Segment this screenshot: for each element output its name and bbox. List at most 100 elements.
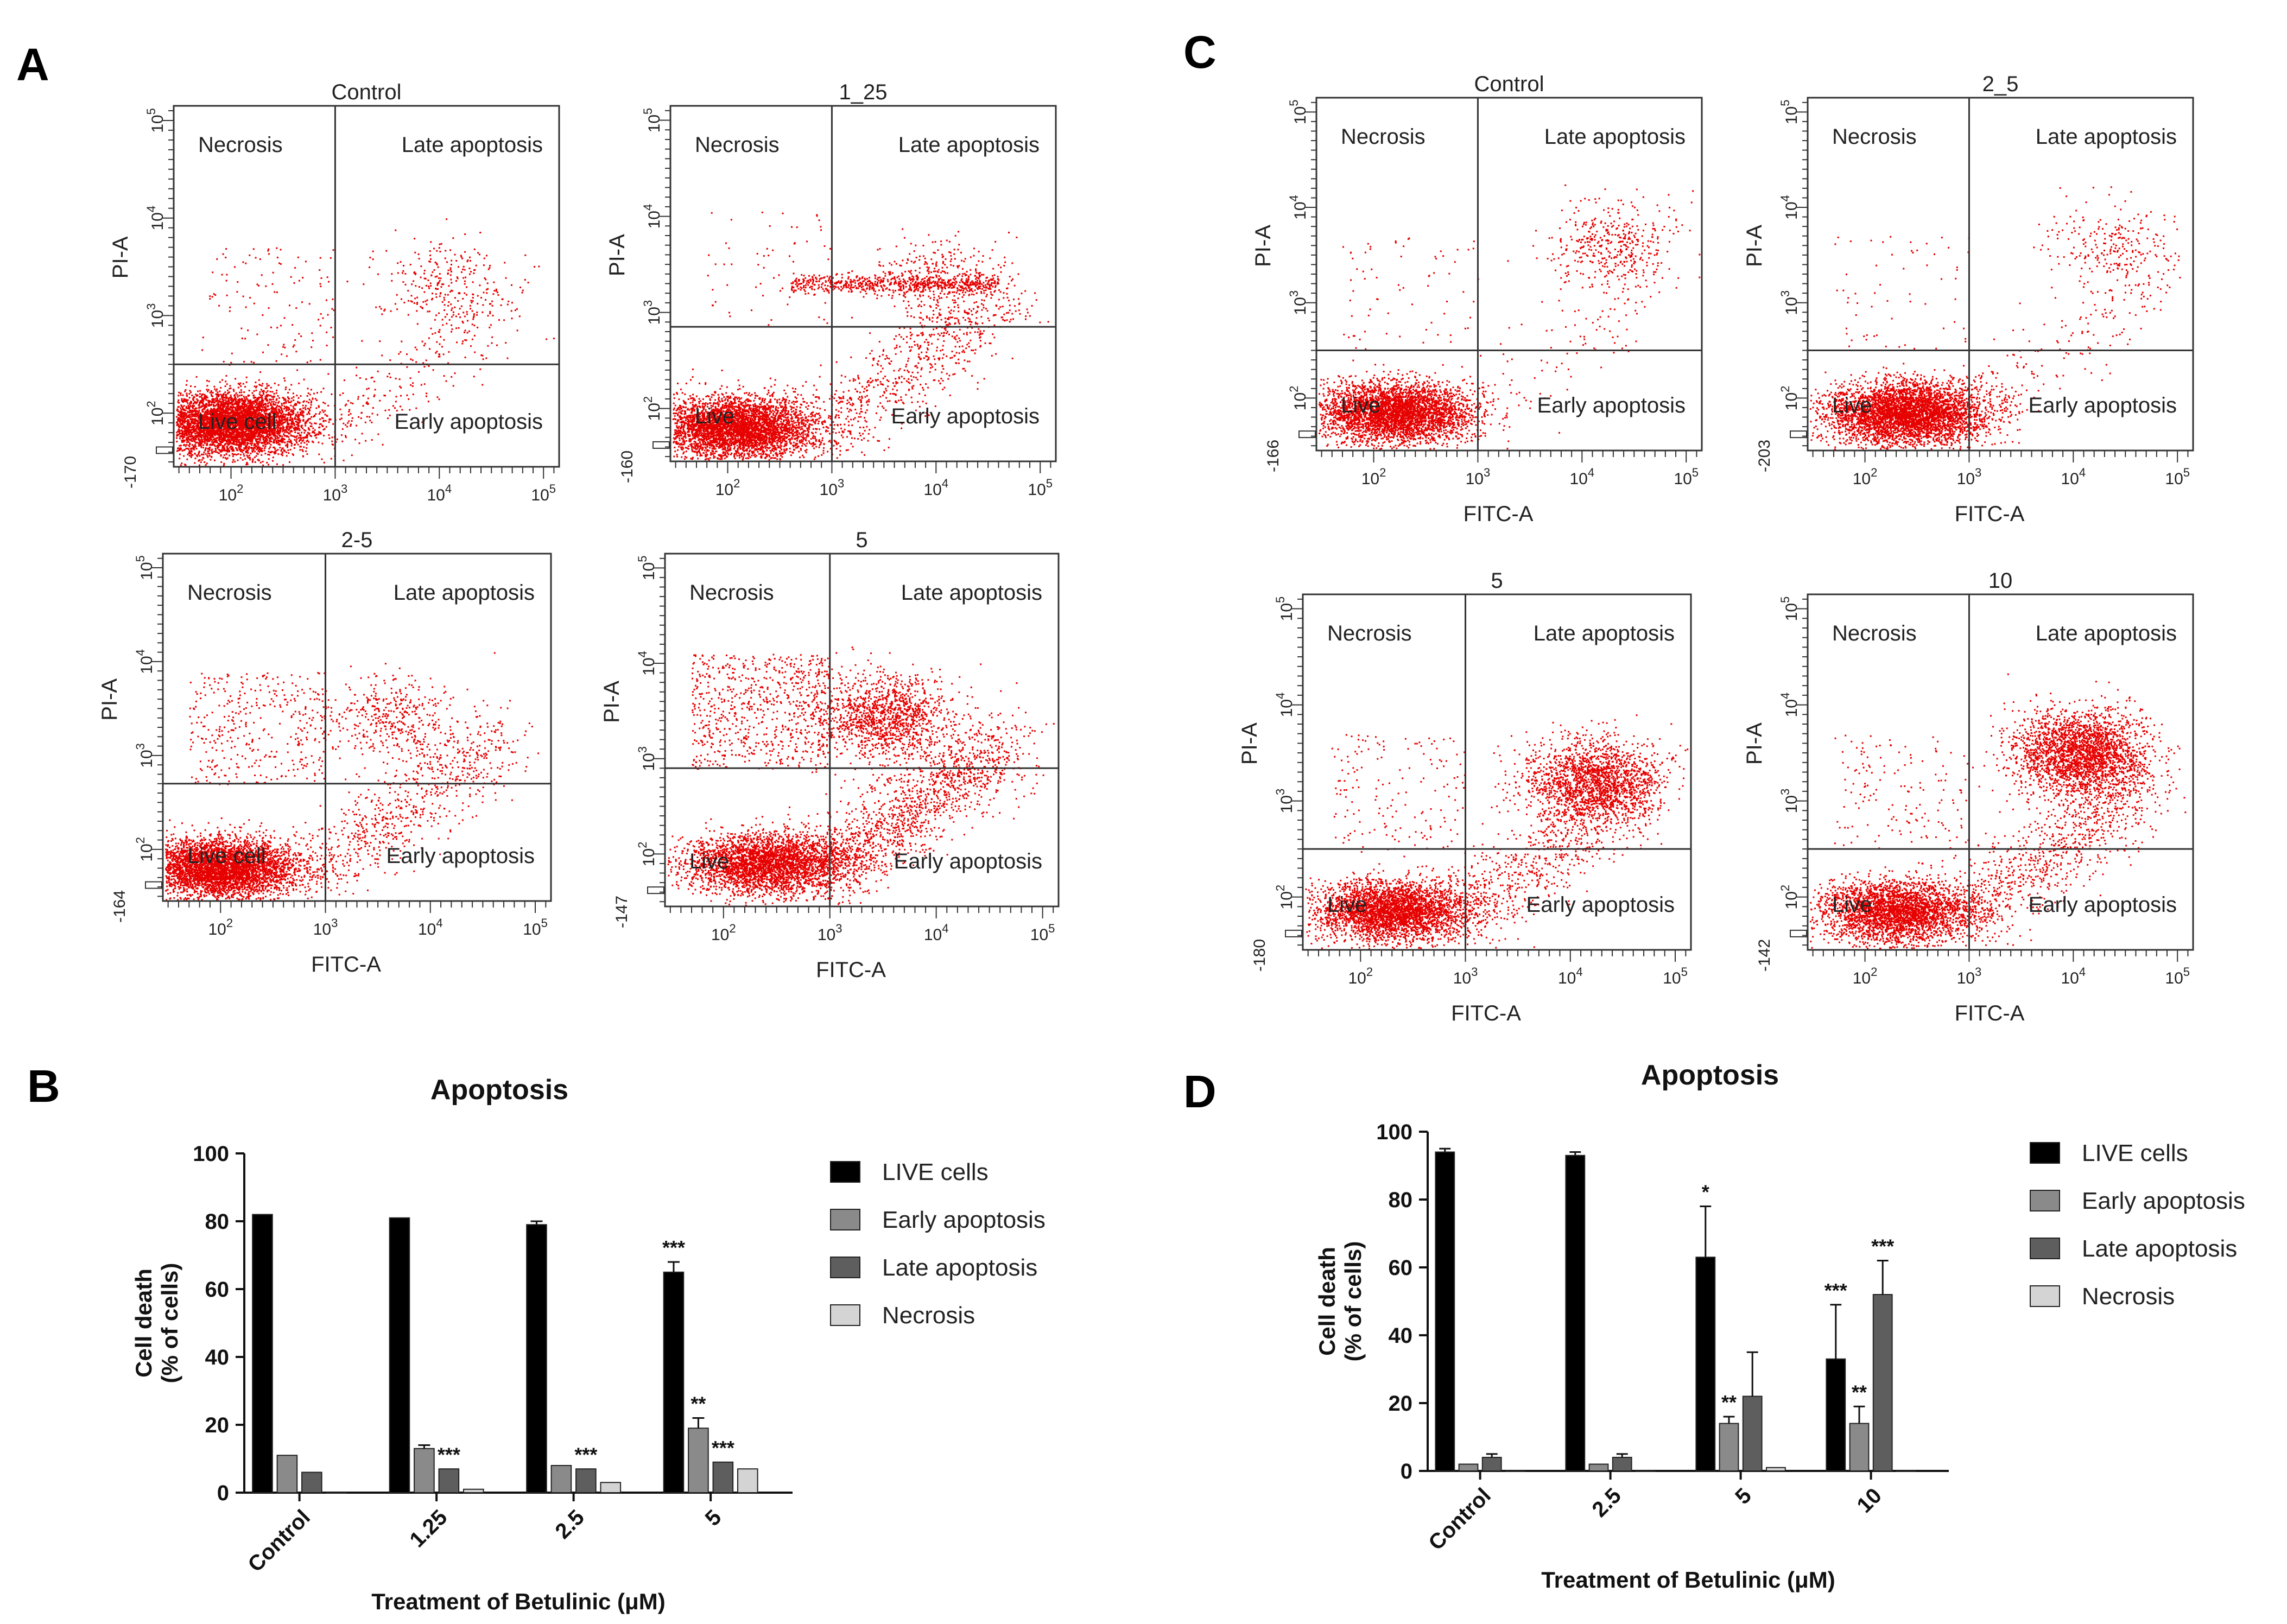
flow-dot xyxy=(183,449,185,451)
flow-dot xyxy=(276,463,278,465)
flow-dot xyxy=(271,437,274,440)
flow-dot xyxy=(314,435,316,437)
flow-dot xyxy=(483,257,485,259)
flow-dot xyxy=(372,258,374,261)
flow-dot xyxy=(278,416,280,418)
flow-dot xyxy=(439,273,441,275)
flow-dot xyxy=(261,404,262,407)
flow-dot xyxy=(254,456,256,459)
flow-dot xyxy=(445,250,447,252)
flow-dot xyxy=(187,453,189,455)
flow-dot xyxy=(221,451,223,453)
flow-dot xyxy=(290,442,292,444)
flow-dot xyxy=(290,434,292,436)
flow-dot xyxy=(176,409,179,411)
flow-dot xyxy=(255,407,257,409)
flow-dot xyxy=(206,442,208,445)
flow-dot xyxy=(239,443,242,446)
flow-dot xyxy=(321,409,324,411)
flow-dot xyxy=(181,424,183,426)
flow-dot xyxy=(189,414,191,416)
flow-dot xyxy=(455,260,458,262)
flow-dot xyxy=(181,422,183,424)
flow-dot xyxy=(230,407,232,409)
flow-dot xyxy=(196,430,198,433)
flow-dot xyxy=(191,395,193,396)
flow-dot xyxy=(212,409,214,411)
flow-dot xyxy=(449,249,452,251)
flow-dot xyxy=(286,430,288,432)
flow-dot xyxy=(188,439,191,441)
flow-dot xyxy=(223,410,225,413)
flow-dot xyxy=(283,397,285,399)
flow-dot xyxy=(249,457,251,459)
flow-dot xyxy=(301,412,303,414)
flow-dot xyxy=(223,462,225,465)
flow-dot xyxy=(234,435,236,437)
flow-dot xyxy=(277,437,280,439)
flow-dot xyxy=(211,401,213,403)
flow-dot xyxy=(320,423,322,425)
flow-dot xyxy=(245,436,248,439)
flow-dot xyxy=(235,439,237,441)
flow-dot xyxy=(216,396,218,398)
flow-dot xyxy=(238,383,240,385)
flow-dot xyxy=(265,387,268,389)
flow-dot xyxy=(205,399,207,401)
flow-dot xyxy=(308,402,309,404)
flow-dot xyxy=(252,407,254,409)
flow-dot xyxy=(279,431,281,433)
flow-dot xyxy=(463,312,465,314)
flow-dot xyxy=(204,427,206,429)
flow-dot xyxy=(478,253,480,256)
flow-dot xyxy=(339,418,341,421)
flow-dot xyxy=(227,401,230,403)
flow-dot xyxy=(215,451,217,453)
flow-dot xyxy=(183,400,185,402)
flow-dot xyxy=(356,366,358,369)
flow-dot xyxy=(188,407,190,409)
flow-dot xyxy=(271,391,274,393)
flow-dot xyxy=(186,443,188,446)
flow-dot xyxy=(277,449,279,451)
flow-dot xyxy=(492,293,495,295)
flow-dot xyxy=(411,283,413,286)
flow-dot xyxy=(302,415,305,417)
flow-dot xyxy=(244,431,246,433)
flow-dot xyxy=(230,448,232,450)
flow-dot xyxy=(243,447,245,449)
flow-dot xyxy=(199,464,200,466)
flow-dot xyxy=(291,426,293,428)
flow-dot xyxy=(254,451,256,453)
flow-dot xyxy=(194,441,196,442)
flow-dot xyxy=(258,410,260,412)
flow-dot xyxy=(323,435,325,437)
flow-dot xyxy=(451,316,453,318)
flow-dot xyxy=(502,298,504,300)
flow-dot xyxy=(180,409,182,411)
flow-dot xyxy=(315,407,318,409)
flow-dot xyxy=(230,398,232,401)
flow-dot xyxy=(270,404,273,406)
flow-dot xyxy=(203,404,205,406)
flow-dot xyxy=(278,418,280,420)
flow-dot xyxy=(202,402,204,404)
flow-dot xyxy=(462,297,464,300)
flow-dot xyxy=(309,394,311,396)
flow-dot xyxy=(227,389,229,391)
flow-dot xyxy=(229,436,231,438)
flow-dot xyxy=(245,450,247,452)
flow-dot xyxy=(498,319,500,321)
flow-dot xyxy=(274,448,276,450)
flow-dot xyxy=(263,428,265,430)
flow-dot xyxy=(259,437,261,440)
flow-dot xyxy=(275,452,277,454)
flow-dot xyxy=(290,384,293,386)
flow-dot xyxy=(237,441,239,443)
flow-dot xyxy=(263,406,265,408)
flow-dot xyxy=(242,449,244,451)
flow-dot xyxy=(273,451,275,453)
flow-dot xyxy=(273,392,275,395)
flow-dot xyxy=(287,400,289,402)
flow-dot xyxy=(210,410,212,413)
